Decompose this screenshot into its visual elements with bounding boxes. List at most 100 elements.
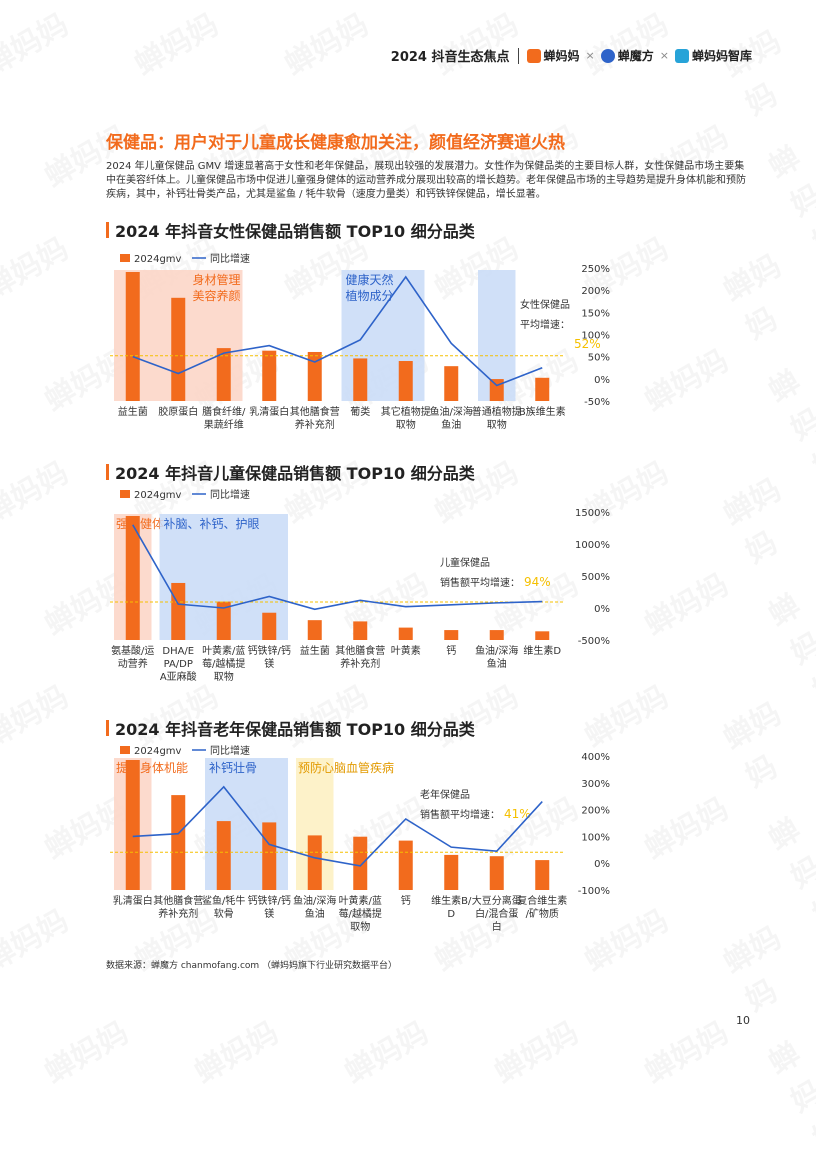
- x-tick-label: 乳清蛋白: [249, 405, 289, 418]
- average-value: 94%: [524, 575, 551, 589]
- bar-gmv: [398, 361, 413, 401]
- bar-gmv: [171, 582, 186, 640]
- highlight-label: 补脑、补钙、护眼: [164, 517, 260, 531]
- chart-title-female-text: 2024 年抖音女性保健品销售额 TOP10 细分品类: [115, 222, 475, 241]
- legend-label-gmv: 2024gmv: [134, 490, 182, 501]
- x-tick-label: 取物: [214, 670, 234, 683]
- watermark-text: 蝉妈妈: [275, 0, 375, 83]
- x-tick-label: 鲨鱼/牦牛: [202, 894, 245, 907]
- average-label: 平均增速：: [520, 318, 570, 331]
- highlight-label: 补钙壮骨: [209, 761, 257, 775]
- y2-tick-label: 200%: [581, 286, 610, 297]
- bar-gmv: [307, 620, 322, 640]
- x-tick-label: 养补充剂: [295, 418, 335, 431]
- x-tick-label: 叶黄素: [391, 644, 421, 657]
- average-label: 女性保健品: [520, 298, 570, 311]
- bar-gmv: [262, 822, 277, 890]
- bar-gmv: [171, 297, 186, 401]
- title-marker: [106, 464, 109, 480]
- y2-tick-label: 300%: [581, 779, 610, 790]
- x-tick-label: 果蔬纤维: [204, 418, 244, 431]
- bar-gmv: [444, 366, 459, 401]
- x-tick-label: 益生菌: [300, 644, 330, 657]
- x-tick-label: 维生素B/: [431, 894, 472, 907]
- bar-gmv: [535, 860, 550, 890]
- x-tick-label: 钙: [401, 894, 411, 907]
- x-tick-label: 鱼油: [441, 418, 461, 431]
- bar-gmv: [216, 821, 231, 890]
- brand-chanmama: 蝉妈妈: [526, 47, 580, 64]
- x-tick-label: 钙铁锌/钙: [248, 894, 291, 907]
- bar-gmv: [398, 627, 413, 640]
- bar-gmv: [353, 358, 368, 401]
- chanmofang-logo-icon: [600, 48, 615, 63]
- x-tick-label: 白/混合蛋: [475, 907, 518, 920]
- x-tick-label: 大豆分离蛋: [472, 894, 522, 907]
- x-tick-label: 莓/越橘提: [202, 657, 245, 670]
- x-tick-label: B族维生素: [519, 405, 566, 418]
- brand-zhiku-label: 蝉妈妈智库: [691, 49, 752, 63]
- bar-gmv: [262, 612, 277, 640]
- x-tick-label: 鱼油/深海: [430, 405, 473, 418]
- watermark-text: 蝉妈妈: [635, 1008, 735, 1091]
- average-value: 52%: [574, 337, 601, 351]
- y2-tick-label: -100%: [578, 886, 610, 897]
- x-tick-label: /矿物质: [526, 907, 559, 920]
- y2-tick-label: 0%: [594, 604, 610, 615]
- bar-gmv: [216, 348, 231, 401]
- times-symbol: ×: [659, 49, 669, 62]
- bar-gmv: [535, 377, 550, 401]
- y2-tick-label: 100%: [581, 832, 610, 843]
- x-tick-label: 维生素D: [523, 644, 561, 657]
- bar-gmv: [125, 516, 140, 640]
- y2-tick-label: -50%: [584, 397, 610, 408]
- x-tick-label: 乳清蛋白: [113, 894, 153, 907]
- bar-gmv: [444, 630, 459, 640]
- x-tick-label: 叶黄素/蓝: [339, 894, 382, 907]
- bar-gmv: [353, 621, 368, 640]
- x-tick-label: 其他膳食营: [335, 644, 385, 657]
- legend-swatch-gmv: [120, 254, 130, 262]
- x-tick-label: 氨基酸/运: [111, 644, 154, 657]
- growth-line: [132, 785, 543, 867]
- legend-label-growth: 同比增速: [210, 744, 250, 757]
- page-number: 10: [736, 1014, 750, 1027]
- average-value: 41%: [504, 807, 531, 821]
- bar-gmv: [307, 835, 322, 890]
- x-tick-label: 叶黄素/蓝: [202, 644, 245, 657]
- average-label: 销售额平均增速：: [420, 808, 500, 821]
- x-tick-label: 钙: [446, 644, 456, 657]
- average-label: 儿童保健品: [440, 556, 490, 569]
- legend-swatch-gmv: [120, 490, 130, 498]
- y2-tick-label: 100%: [581, 331, 610, 342]
- y2-tick-label: 150%: [581, 308, 610, 319]
- times-symbol: ×: [585, 49, 595, 62]
- report-title: 2024 抖音生态焦点: [390, 50, 510, 65]
- x-tick-label: 复合维生素: [517, 894, 567, 907]
- watermark-text: 蝉妈妈: [125, 0, 225, 83]
- y2-tick-label: 0%: [594, 375, 610, 386]
- bar-gmv: [489, 630, 504, 640]
- x-tick-label: 取物: [350, 920, 370, 933]
- x-tick-label: 钙铁锌/钙: [248, 644, 291, 657]
- average-label: 老年保健品: [420, 788, 470, 801]
- highlight-label: 预防心脑血管疾病: [298, 760, 394, 775]
- highlight-label: 强身健体: [116, 516, 164, 531]
- watermark-text: 蝉妈妈: [485, 1008, 585, 1091]
- x-tick-label: 鱼油: [305, 907, 325, 920]
- chart-title-children-text: 2024 年抖音儿童保健品销售额 TOP10 细分品类: [115, 464, 475, 483]
- x-tick-label: 葡类: [350, 405, 370, 418]
- x-tick-label: 养补充剂: [340, 657, 380, 670]
- legend-label-gmv: 2024gmv: [134, 746, 182, 757]
- x-tick-label: 膳食纤维/: [202, 405, 246, 418]
- chart-title-children: 2024 年抖音儿童保健品销售额 TOP10 细分品类: [106, 460, 475, 484]
- highlight-label: 身材管理: [192, 272, 240, 287]
- x-tick-label: 莓/越橘提: [339, 907, 382, 920]
- watermark-text: 蝉妈妈: [759, 1029, 816, 1158]
- x-tick-label: 胶原蛋白: [158, 405, 198, 418]
- brand-chanmama-label: 蝉妈妈: [543, 49, 580, 63]
- title-marker: [106, 222, 109, 238]
- chanmama-logo-icon: [526, 48, 541, 63]
